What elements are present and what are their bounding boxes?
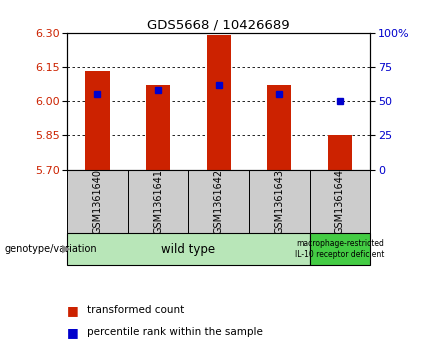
Text: ■: ■ xyxy=(67,304,79,317)
Bar xyxy=(249,170,310,233)
Text: GSM1361640: GSM1361640 xyxy=(92,169,103,234)
Text: wild type: wild type xyxy=(161,242,215,256)
Text: ▶: ▶ xyxy=(61,244,70,254)
Text: GSM1361642: GSM1361642 xyxy=(213,169,224,234)
Bar xyxy=(146,85,170,170)
Text: macrophage-restricted
IL-10 receptor deficient: macrophage-restricted IL-10 receptor def… xyxy=(295,239,385,259)
Text: genotype/variation: genotype/variation xyxy=(4,244,97,254)
Title: GDS5668 / 10426689: GDS5668 / 10426689 xyxy=(147,19,290,32)
Text: transformed count: transformed count xyxy=(87,305,184,315)
Bar xyxy=(310,233,370,265)
Bar xyxy=(267,85,291,170)
Text: GSM1361641: GSM1361641 xyxy=(153,169,163,234)
Bar xyxy=(67,170,128,233)
Text: percentile rank within the sample: percentile rank within the sample xyxy=(87,327,262,337)
Bar xyxy=(188,170,249,233)
Text: GSM1361643: GSM1361643 xyxy=(274,169,284,234)
Bar xyxy=(85,72,110,170)
Bar xyxy=(67,233,310,265)
Bar xyxy=(328,135,352,170)
Text: ■: ■ xyxy=(67,326,79,339)
Text: GSM1361644: GSM1361644 xyxy=(335,169,345,234)
Bar xyxy=(207,35,231,170)
Bar xyxy=(128,170,188,233)
Bar xyxy=(310,170,370,233)
